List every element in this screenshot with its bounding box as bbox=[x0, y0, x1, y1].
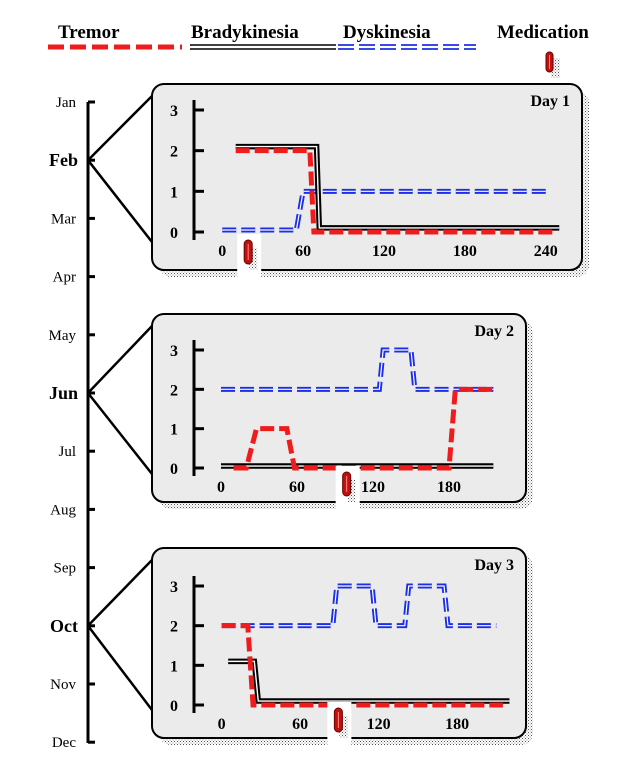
y-tick-label: 3 bbox=[170, 103, 178, 120]
panel-day-1: Day 1 0 1 2 3 0 60 120 180 240 bbox=[87, 83, 589, 278]
medication-marker bbox=[335, 466, 360, 510]
series-line-tremor bbox=[233, 386, 494, 471]
x-tick-label: 0 bbox=[217, 479, 225, 496]
connector-jun-lower bbox=[87, 392, 153, 475]
series-line-bradykinesia-inner bbox=[228, 660, 510, 702]
y-tick-label: 2 bbox=[170, 144, 178, 161]
connector-feb-upper bbox=[87, 95, 153, 162]
month-label-mar: Mar bbox=[51, 211, 76, 227]
series-line-tremor bbox=[221, 623, 503, 708]
connector-oct-lower bbox=[87, 625, 153, 711]
month-label-apr: Apr bbox=[53, 270, 76, 286]
legend-medication-icon bbox=[545, 51, 560, 78]
y-tick-label: 0 bbox=[170, 698, 178, 715]
y-tick-label: 0 bbox=[170, 225, 178, 242]
series-dyskinesia bbox=[221, 583, 497, 629]
y-tick-label: 2 bbox=[170, 382, 178, 399]
y-tick-label: 3 bbox=[170, 579, 178, 596]
x-tick-label: 180 bbox=[437, 479, 461, 496]
series-tremor bbox=[233, 386, 494, 471]
series-line-dyskinesia-inner bbox=[221, 585, 497, 627]
x-tick-label: 60 bbox=[292, 716, 308, 733]
x-tick-label: 60 bbox=[289, 479, 305, 496]
series-bradykinesia bbox=[228, 658, 510, 704]
connector-feb-lower bbox=[87, 159, 153, 243]
legend-dyskinesia-label: Dyskinesia bbox=[343, 22, 431, 43]
month-label-nov: Nov bbox=[50, 677, 76, 693]
month-label-jan: Jan bbox=[56, 95, 76, 111]
legend-bradykinesia-swatch bbox=[190, 44, 336, 50]
series-line-dyskinesia-inner bbox=[221, 349, 494, 390]
y-tick-label: 1 bbox=[170, 422, 178, 439]
legend-dyskinesia-swatch bbox=[338, 44, 476, 50]
month-label-jul: Jul bbox=[58, 444, 76, 460]
panel-day-2: Day 2 0 1 2 3 0 60 120 180 bbox=[87, 313, 533, 510]
medication-marker bbox=[237, 234, 262, 278]
x-tick-label: 0 bbox=[218, 716, 226, 733]
y-tick-label: 1 bbox=[170, 184, 178, 201]
y-tick-label: 1 bbox=[170, 658, 178, 675]
panel-title: Day 2 bbox=[474, 323, 514, 340]
month-label-feb: Feb bbox=[49, 150, 78, 170]
legend: Tremor Bradykinesia Dyskinesia Medicatio… bbox=[48, 22, 589, 78]
panel-title: Day 1 bbox=[530, 93, 570, 110]
legend-bradykinesia-label: Bradykinesia bbox=[191, 22, 299, 43]
panel-title: Day 3 bbox=[474, 557, 514, 574]
panel-frame bbox=[151, 83, 583, 271]
x-tick-label: 60 bbox=[295, 243, 311, 260]
series-line-tremor bbox=[235, 148, 553, 235]
y-tick-label: 3 bbox=[170, 343, 178, 360]
x-tick-label: 120 bbox=[372, 243, 396, 260]
series-dyskinesia bbox=[221, 347, 494, 392]
connector-jun-upper bbox=[87, 325, 153, 394]
x-tick-label: 120 bbox=[367, 716, 391, 733]
x-tick-label: 180 bbox=[453, 243, 477, 260]
series-line-bradykinesia-inner bbox=[235, 145, 560, 229]
y-tick-label: 2 bbox=[170, 619, 178, 636]
connector-oct-upper bbox=[87, 559, 153, 627]
x-tick-label: 120 bbox=[361, 479, 385, 496]
series-tremor bbox=[235, 148, 553, 235]
series-tremor bbox=[221, 623, 503, 708]
month-label-jun: Jun bbox=[49, 383, 78, 403]
x-tick-label: 180 bbox=[445, 716, 469, 733]
month-label-aug: Aug bbox=[50, 502, 76, 518]
y-tick-label: 0 bbox=[170, 461, 178, 478]
month-label-may: May bbox=[49, 328, 77, 344]
legend-tremor-label: Tremor bbox=[58, 22, 120, 43]
month-timeline: Jan Feb Mar Apr May Jun Jul Aug Sep Oct Nov Dec bbox=[49, 95, 95, 751]
series-bradykinesia bbox=[235, 143, 560, 231]
x-tick-label: 0 bbox=[218, 243, 226, 260]
month-label-dec: Dec bbox=[52, 735, 76, 751]
legend-medication-label: Medication bbox=[497, 22, 589, 43]
x-tick-label: 240 bbox=[534, 243, 558, 260]
month-label-oct: Oct bbox=[50, 616, 78, 636]
series-line-dyskinesia-inner bbox=[222, 190, 546, 231]
panel-day-3: Day 3 0 1 2 3 0 60 120 180 bbox=[87, 547, 533, 746]
month-label-sep: Sep bbox=[54, 561, 77, 577]
series-dyskinesia bbox=[222, 188, 546, 233]
medication-marker bbox=[327, 702, 352, 746]
